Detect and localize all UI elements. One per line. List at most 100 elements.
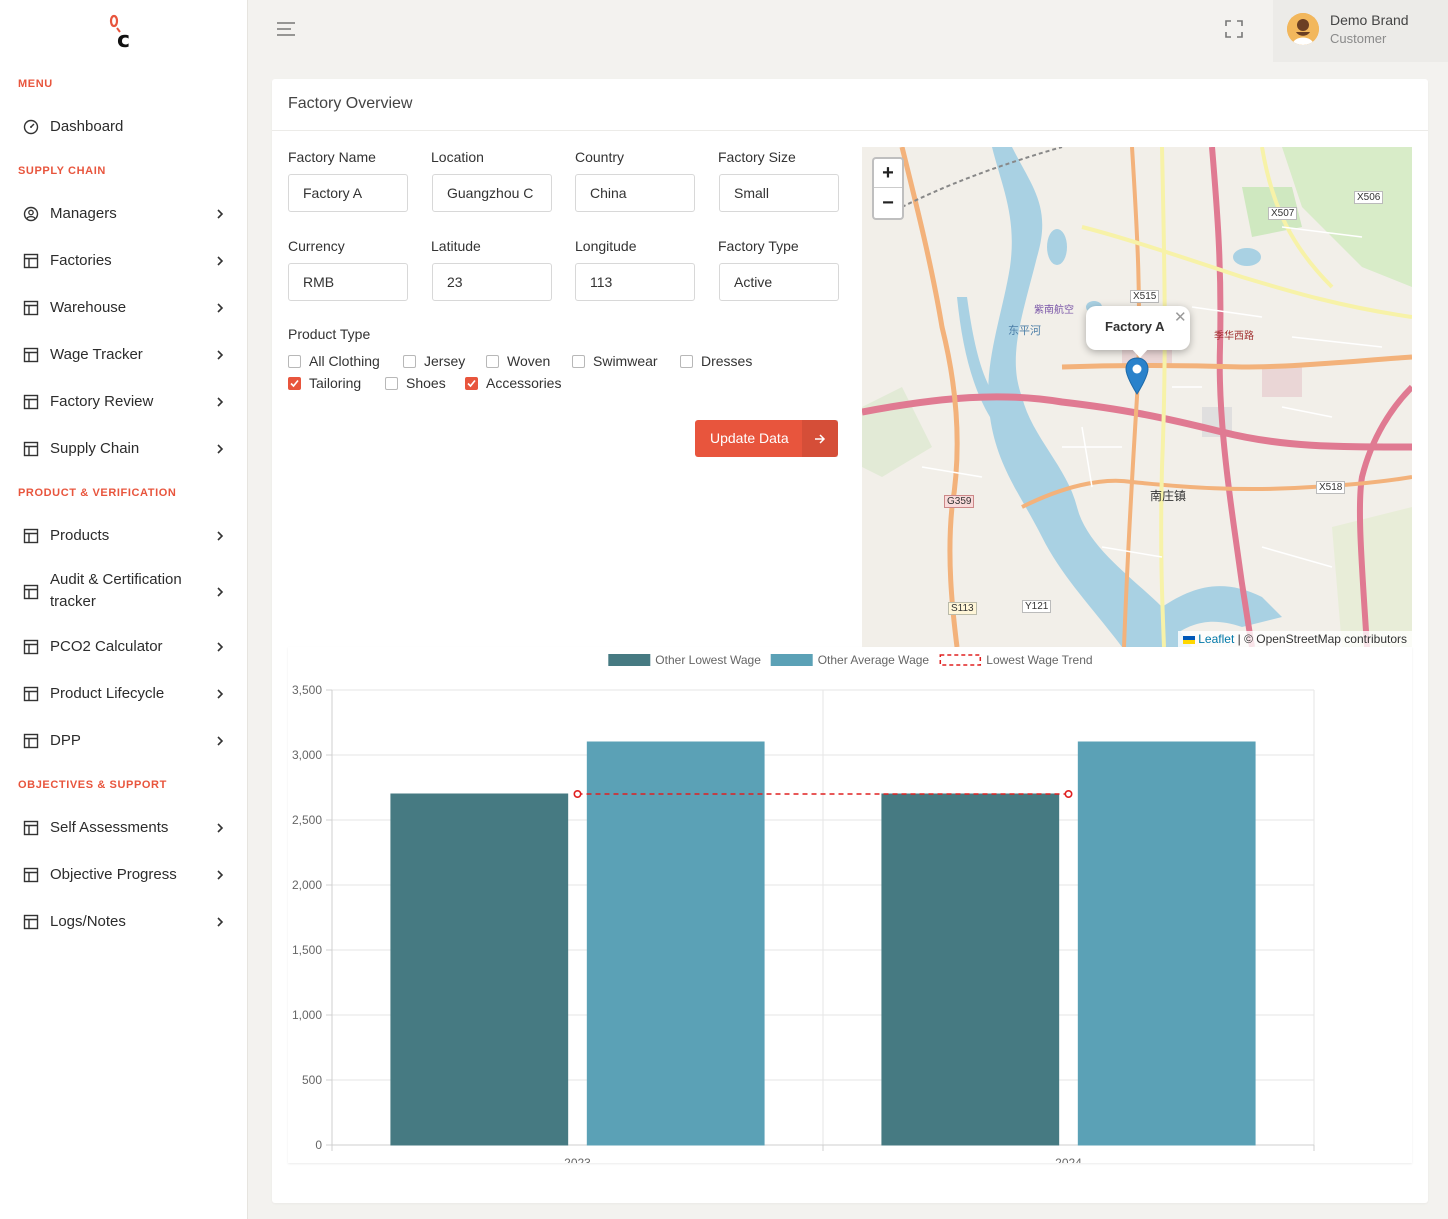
- checkbox-shoes[interactable]: Shoes: [385, 375, 446, 391]
- close-icon[interactable]: ✕: [1174, 309, 1187, 326]
- checkbox-box[interactable]: [385, 376, 398, 390]
- map-label-ziyan: 紫南航空: [1034, 305, 1074, 316]
- user-menu[interactable]: Demo Brand Customer: [1273, 0, 1448, 62]
- factory-name-input[interactable]: [288, 174, 408, 212]
- sidebar-item-objective-progress[interactable]: Objective Progress: [0, 855, 247, 895]
- sidebar-item-label: Objective Progress: [50, 866, 177, 883]
- checkbox-label: Tailoring: [309, 375, 362, 391]
- menu-toggle-icon[interactable]: [276, 20, 298, 38]
- checkbox-accessories[interactable]: Accessories: [465, 375, 561, 391]
- bar-other-lowest-wage: [881, 793, 1060, 1146]
- layout-icon: [23, 914, 39, 930]
- checkbox-jersey[interactable]: Jersey: [403, 353, 465, 369]
- y-tick-label: 3,500: [292, 683, 322, 697]
- update-data-button[interactable]: Update Data: [695, 420, 838, 457]
- factory-type-input[interactable]: [719, 263, 839, 301]
- chevron-right-icon: [217, 917, 224, 927]
- topbar: Demo Brand Customer: [248, 0, 1448, 62]
- fullscreen-icon[interactable]: [1225, 20, 1243, 38]
- checkbox-box[interactable]: [403, 354, 416, 368]
- bar-other-average-wage: [1077, 741, 1256, 1146]
- checkbox-swimwear[interactable]: Swimwear: [572, 353, 658, 369]
- sidebar-item-label: Audit & Certification: [50, 571, 182, 588]
- currency-input[interactable]: [288, 263, 408, 301]
- sidebar-item-warehouse[interactable]: Warehouse: [0, 288, 247, 328]
- chevron-right-icon: [217, 397, 224, 407]
- avatar: [1287, 13, 1319, 45]
- checkbox-tailoring[interactable]: Tailoring: [288, 375, 361, 391]
- country-label: Country: [575, 149, 625, 165]
- checkbox-box[interactable]: [680, 354, 693, 368]
- bar-other-lowest-wage: [390, 793, 569, 1146]
- checkbox-all-clothing[interactable]: All Clothing: [288, 353, 380, 369]
- x-tick-label: 2023: [564, 1156, 591, 1163]
- sidebar-item-audit-certification[interactable]: Audit & Certification tracker: [0, 565, 247, 619]
- popup-tip: [1131, 348, 1149, 358]
- map-label-g359: G359: [944, 495, 975, 508]
- location-input[interactable]: [432, 174, 552, 212]
- sidebar-item-label: Warehouse: [50, 299, 127, 316]
- checkbox-box[interactable]: [572, 354, 585, 368]
- sidebar-item-dashboard[interactable]: Dashboard: [0, 107, 247, 147]
- chevron-right-icon: [217, 870, 224, 880]
- sidebar-item-dpp[interactable]: DPP: [0, 721, 247, 761]
- map-marker-icon[interactable]: [1125, 357, 1149, 395]
- sidebar-item-supply-chain[interactable]: Supply Chain: [0, 429, 247, 469]
- layout-icon: [23, 394, 39, 410]
- y-tick-label: 2,000: [292, 878, 322, 892]
- sidebar-item-label: Product Lifecycle: [50, 685, 165, 702]
- legend-swatch: [608, 654, 651, 666]
- card-header: Factory Overview: [272, 79, 1428, 131]
- brand-logo[interactable]: c: [108, 12, 138, 53]
- map-label-x515: X515: [1130, 290, 1160, 303]
- layout-icon: [23, 347, 39, 363]
- legend-label: Other Average Wage: [818, 653, 930, 667]
- layout-icon: [23, 528, 39, 544]
- layout-icon: [23, 686, 39, 702]
- layout-icon: [23, 441, 39, 457]
- map-label-x506: X506: [1354, 191, 1384, 204]
- sidebar-item-wage-tracker[interactable]: Wage Tracker: [0, 335, 247, 375]
- map-label-y121: Y121: [1022, 600, 1052, 613]
- checkbox-label: Woven: [507, 353, 551, 369]
- zoom-out-button[interactable]: −: [882, 192, 894, 214]
- y-tick-label: 2,500: [292, 813, 322, 827]
- sidebar-item-managers[interactable]: Managers: [0, 194, 247, 234]
- sidebar-item-logs-notes[interactable]: Logs/Notes: [0, 902, 247, 942]
- checkbox-woven[interactable]: Woven: [486, 353, 550, 369]
- factory-size-input[interactable]: [719, 174, 839, 212]
- zoom-in-button[interactable]: +: [874, 159, 902, 188]
- sidebar-item-factory-review[interactable]: Factory Review: [0, 382, 247, 422]
- checkbox-box[interactable]: [288, 354, 301, 368]
- sidebar-item-self-assessments[interactable]: Self Assessments: [0, 808, 247, 848]
- factory-map[interactable]: 南庄镇 东平河 紫南航空 季华西路 G359 S113 Y121 X515 X5…: [862, 147, 1412, 647]
- checkbox-box-checked[interactable]: [288, 376, 301, 390]
- longitude-input[interactable]: [575, 263, 695, 301]
- checkbox-box-checked[interactable]: [465, 376, 478, 390]
- sidebar-item-label: Products: [50, 527, 110, 544]
- leaflet-link[interactable]: Leaflet: [1198, 632, 1235, 646]
- chevron-right-icon: [217, 256, 224, 266]
- checkbox-box[interactable]: [486, 354, 499, 368]
- layout-icon: [23, 820, 39, 836]
- user-name: Demo Brand: [1330, 12, 1409, 28]
- sidebar-item-label: Factories: [50, 252, 112, 269]
- location-label: Location: [431, 149, 484, 165]
- sidebar-item-factories[interactable]: Factories: [0, 241, 247, 281]
- sidebar-item-products[interactable]: Products: [0, 516, 247, 556]
- currency-label: Currency: [288, 238, 345, 254]
- checkbox-label: Shoes: [406, 375, 446, 391]
- latitude-input[interactable]: [432, 263, 552, 301]
- checkbox-label: Swimwear: [593, 353, 658, 369]
- sidebar-item-product-lifecycle[interactable]: Product Lifecycle: [0, 674, 247, 714]
- country-input[interactable]: [575, 174, 695, 212]
- map-tiles: [862, 147, 1412, 647]
- check-icon: [467, 379, 476, 387]
- legend-swatch: [770, 654, 813, 666]
- section-supply-chain: SUPPLY CHAIN: [18, 165, 106, 177]
- dashboard-icon: [23, 119, 39, 135]
- layout-icon: [23, 867, 39, 883]
- sidebar-item-pco2-calculator[interactable]: PCO2 Calculator: [0, 627, 247, 667]
- section-product-verification: PRODUCT & VERIFICATION: [18, 487, 177, 499]
- checkbox-dresses[interactable]: Dresses: [680, 353, 752, 369]
